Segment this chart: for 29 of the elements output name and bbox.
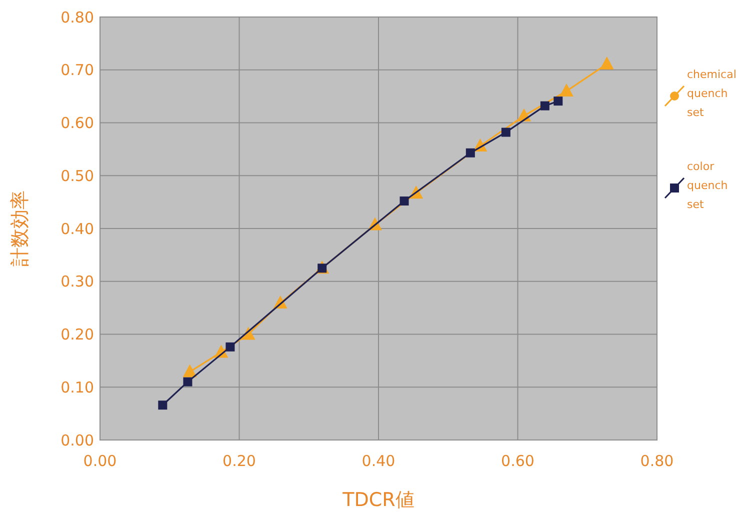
y-tick-label: 0.20	[60, 326, 94, 344]
point	[501, 128, 510, 137]
point	[182, 364, 197, 378]
x-tick-label: 0.00	[83, 452, 117, 470]
point	[400, 196, 409, 206]
x-tick-label: 0.40	[362, 452, 396, 470]
y-tick-label: 0.50	[60, 166, 94, 185]
point	[559, 84, 574, 97]
legend-label: chemical quench set	[687, 68, 736, 119]
y-tick-label: 0.00	[60, 431, 94, 450]
x-tick-label: 0.60	[501, 452, 534, 470]
y-tick-label: 0.60	[60, 114, 94, 132]
point	[600, 56, 614, 70]
x-axis-title: TDCR値	[342, 489, 414, 511]
point	[554, 96, 563, 106]
y-axis-title: 計数効率	[9, 190, 31, 266]
y-tick-label: 0.80	[60, 8, 94, 26]
point	[226, 342, 235, 352]
point	[466, 148, 475, 158]
legend-label: color quench set	[687, 160, 728, 211]
point	[540, 101, 550, 110]
y-tick-label: 0.70	[60, 61, 94, 80]
x-tick-label: 0.20	[222, 452, 256, 470]
y-tick-label: 0.10	[60, 378, 94, 396]
point	[158, 400, 168, 410]
y-tick-label: 0.40	[60, 220, 94, 238]
x-tick-label: 0.80	[640, 452, 674, 470]
y-tick-label: 0.30	[60, 272, 94, 291]
point	[183, 377, 192, 386]
